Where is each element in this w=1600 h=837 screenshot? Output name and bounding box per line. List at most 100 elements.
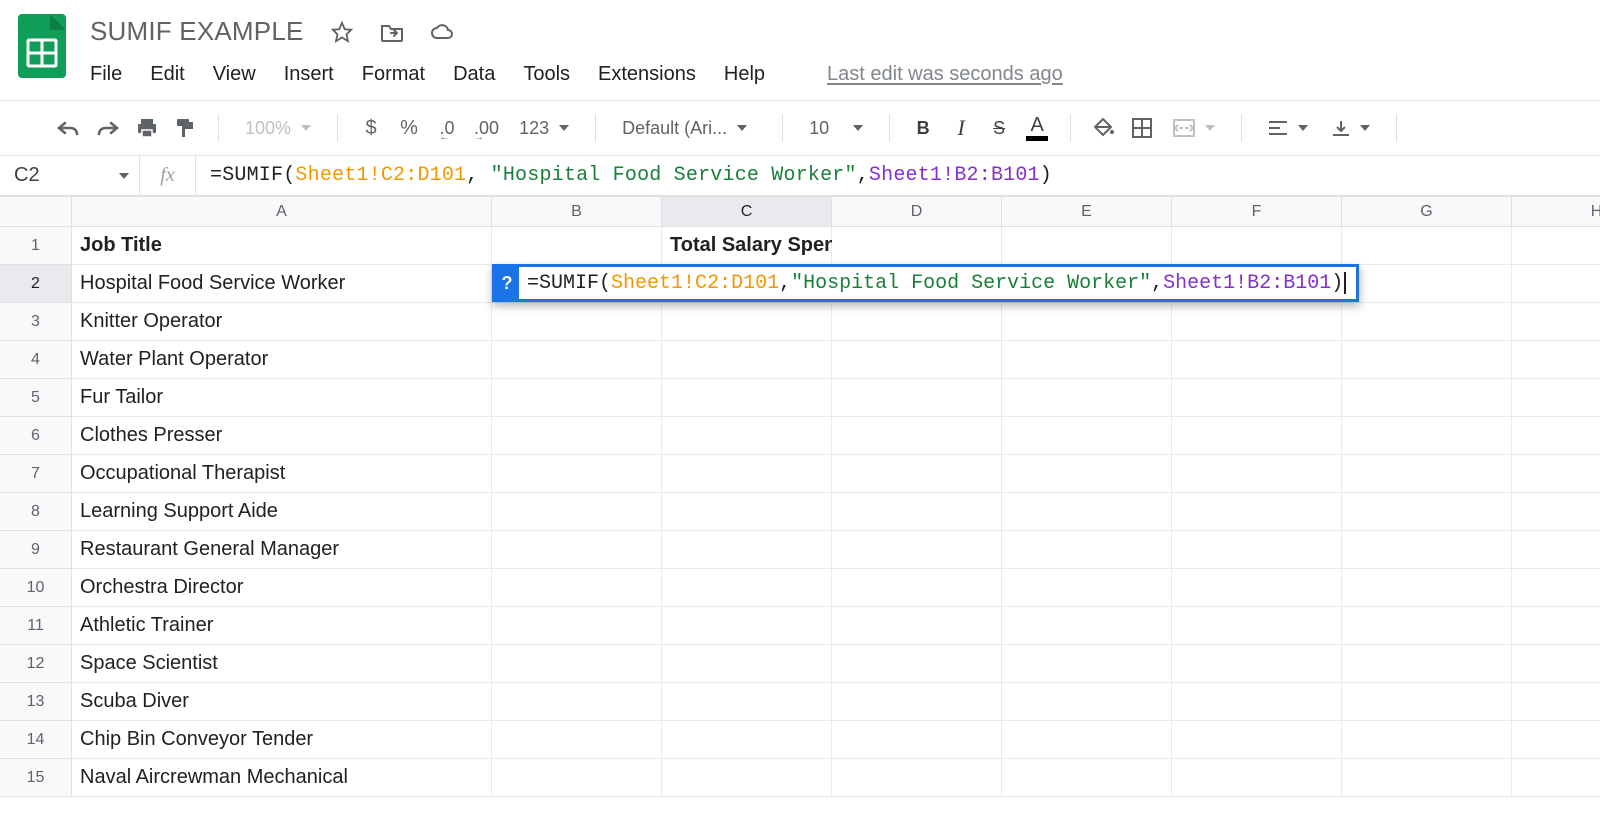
cell-B5[interactable]: [492, 379, 662, 417]
cell-C14[interactable]: [662, 721, 832, 759]
row-header-12[interactable]: 12: [0, 645, 72, 683]
menu-data[interactable]: Data: [453, 63, 495, 86]
formula-bar[interactable]: =SUMIF(Sheet1!C2:D101, "Hospital Food Se…: [196, 156, 1066, 195]
menu-format[interactable]: Format: [362, 63, 425, 86]
row-header-15[interactable]: 15: [0, 759, 72, 797]
cell-F5[interactable]: [1172, 379, 1342, 417]
cell-H6[interactable]: [1512, 417, 1600, 455]
cell-B7[interactable]: [492, 455, 662, 493]
cell-F10[interactable]: [1172, 569, 1342, 607]
print-icon[interactable]: [132, 113, 162, 143]
document-title[interactable]: SUMIF EXAMPLE: [88, 14, 306, 49]
cell-C8[interactable]: [662, 493, 832, 531]
menu-tools[interactable]: Tools: [523, 63, 570, 86]
cell-D14[interactable]: [832, 721, 1002, 759]
menu-view[interactable]: View: [213, 63, 256, 86]
cell-H11[interactable]: [1512, 607, 1600, 645]
cell-F14[interactable]: [1172, 721, 1342, 759]
row-header-2[interactable]: 2: [0, 265, 72, 303]
cell-H14[interactable]: [1512, 721, 1600, 759]
row-header-1[interactable]: 1: [0, 227, 72, 265]
cell-C15[interactable]: [662, 759, 832, 797]
move-icon[interactable]: [378, 18, 406, 46]
cell-E15[interactable]: [1002, 759, 1172, 797]
cell-E13[interactable]: [1002, 683, 1172, 721]
cell-H12[interactable]: [1512, 645, 1600, 683]
row-header-4[interactable]: 4: [0, 341, 72, 379]
redo-icon[interactable]: [92, 113, 124, 143]
text-color-button[interactable]: A: [1022, 113, 1052, 143]
number-format-select[interactable]: 123: [511, 118, 577, 139]
fill-color-button[interactable]: [1089, 113, 1119, 143]
sheets-app-icon[interactable]: [14, 10, 70, 82]
menu-insert[interactable]: Insert: [284, 63, 334, 86]
select-all-corner[interactable]: [0, 197, 72, 227]
cell-G9[interactable]: [1342, 531, 1512, 569]
cell-A13[interactable]: Scuba Diver: [72, 683, 492, 721]
cell-G3[interactable]: [1342, 303, 1512, 341]
col-header-H[interactable]: H: [1512, 197, 1600, 227]
cell-G7[interactable]: [1342, 455, 1512, 493]
cell-G6[interactable]: [1342, 417, 1512, 455]
formula-help-icon[interactable]: ?: [495, 267, 519, 299]
cell-D10[interactable]: [832, 569, 1002, 607]
cell-E8[interactable]: [1002, 493, 1172, 531]
cell-C9[interactable]: [662, 531, 832, 569]
cell-D5[interactable]: [832, 379, 1002, 417]
cell-B6[interactable]: [492, 417, 662, 455]
cell-G15[interactable]: [1342, 759, 1512, 797]
menu-extensions[interactable]: Extensions: [598, 63, 696, 86]
cell-B8[interactable]: [492, 493, 662, 531]
cell-F11[interactable]: [1172, 607, 1342, 645]
cell-B11[interactable]: [492, 607, 662, 645]
cell-H7[interactable]: [1512, 455, 1600, 493]
italic-button[interactable]: I: [946, 113, 976, 143]
cell-E11[interactable]: [1002, 607, 1172, 645]
cell-H3[interactable]: [1512, 303, 1600, 341]
cell-H9[interactable]: [1512, 531, 1600, 569]
cell-C4[interactable]: [662, 341, 832, 379]
cell-C7[interactable]: [662, 455, 832, 493]
cell-H5[interactable]: [1512, 379, 1600, 417]
cell-A11[interactable]: Athletic Trainer: [72, 607, 492, 645]
col-header-B[interactable]: B: [492, 197, 662, 227]
paint-format-icon[interactable]: [170, 113, 200, 143]
cell-H8[interactable]: [1512, 493, 1600, 531]
cell-H15[interactable]: [1512, 759, 1600, 797]
cell-F15[interactable]: [1172, 759, 1342, 797]
col-header-F[interactable]: F: [1172, 197, 1342, 227]
cell-G10[interactable]: [1342, 569, 1512, 607]
last-edit-link[interactable]: Last edit was seconds ago: [827, 63, 1063, 86]
font-size-select[interactable]: 10: [801, 118, 871, 139]
cell-B3[interactable]: [492, 303, 662, 341]
cell-F4[interactable]: [1172, 341, 1342, 379]
cell-C6[interactable]: [662, 417, 832, 455]
cell-C3[interactable]: [662, 303, 832, 341]
cell-F13[interactable]: [1172, 683, 1342, 721]
row-header-9[interactable]: 9: [0, 531, 72, 569]
cell-C11[interactable]: [662, 607, 832, 645]
cell-B4[interactable]: [492, 341, 662, 379]
row-header-8[interactable]: 8: [0, 493, 72, 531]
cell-A10[interactable]: Orchestra Director: [72, 569, 492, 607]
cell-B9[interactable]: [492, 531, 662, 569]
cell-E6[interactable]: [1002, 417, 1172, 455]
cell-C1[interactable]: Total Salary Spend: [662, 227, 832, 265]
cell-A1[interactable]: Job Title: [72, 227, 492, 265]
cell-D3[interactable]: [832, 303, 1002, 341]
format-percent-button[interactable]: %: [394, 113, 424, 143]
cell-D15[interactable]: [832, 759, 1002, 797]
cell-F3[interactable]: [1172, 303, 1342, 341]
horizontal-align-button[interactable]: [1260, 120, 1316, 136]
cell-A6[interactable]: Clothes Presser: [72, 417, 492, 455]
cell-A3[interactable]: Knitter Operator: [72, 303, 492, 341]
cell-D7[interactable]: [832, 455, 1002, 493]
cell-E5[interactable]: [1002, 379, 1172, 417]
cell-E3[interactable]: [1002, 303, 1172, 341]
undo-icon[interactable]: [52, 113, 84, 143]
cell-F8[interactable]: [1172, 493, 1342, 531]
cell-A8[interactable]: Learning Support Aide: [72, 493, 492, 531]
cell-A7[interactable]: Occupational Therapist: [72, 455, 492, 493]
cell-D13[interactable]: [832, 683, 1002, 721]
col-header-D[interactable]: D: [832, 197, 1002, 227]
